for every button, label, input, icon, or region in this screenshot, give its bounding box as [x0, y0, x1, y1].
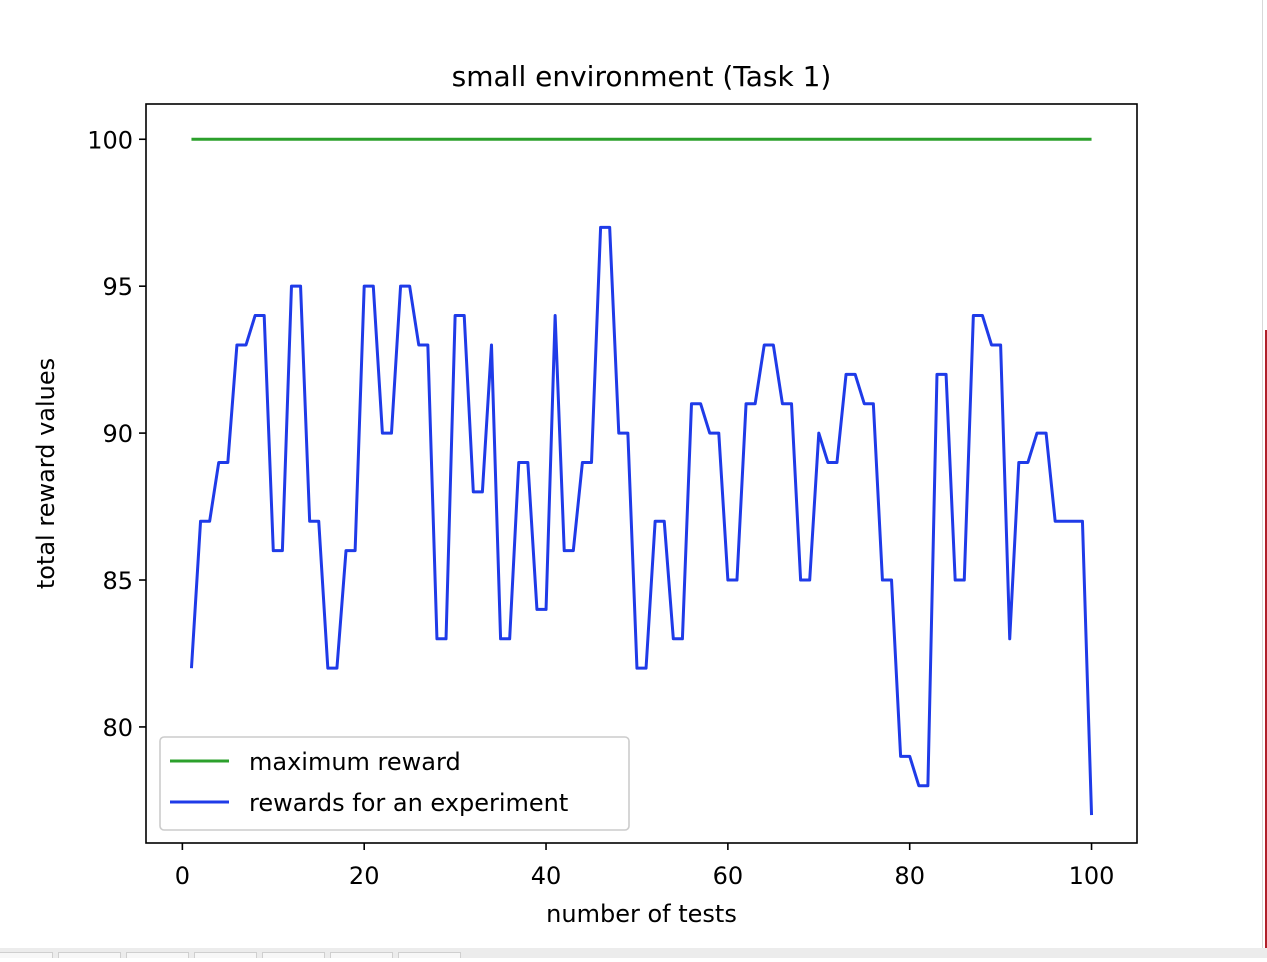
taskbar-tab[interactable]	[194, 952, 257, 958]
plot-frame	[145, 103, 1138, 844]
legend-box	[159, 736, 630, 831]
y-axis-label: total reward values	[32, 358, 60, 589]
legend-label-rewards-for-an-experiment: rewards for an experiment	[249, 789, 568, 817]
taskbar-tab[interactable]	[126, 952, 189, 958]
taskbar-tab[interactable]	[398, 952, 461, 958]
x-tick-label: 20	[349, 862, 380, 890]
legend-label-maximum-reward: maximum reward	[249, 748, 461, 776]
legend: maximum reward rewards for an experiment	[159, 736, 630, 831]
series-layer	[189, 137, 1094, 816]
x-tick-label: 80	[894, 862, 925, 890]
y-tick-label: 95	[102, 273, 133, 301]
chart-title: small environment (Task 1)	[452, 60, 832, 93]
y-tick-label: 100	[87, 126, 133, 154]
x-axis-label: number of tests	[546, 900, 737, 928]
taskbar-strip	[0, 948, 1267, 958]
x-tick-label: 0	[175, 862, 190, 890]
window-edge	[1262, 0, 1263, 948]
taskbar-tab[interactable]	[330, 952, 393, 958]
y-axis: 80 85 90 95 100	[87, 126, 146, 742]
x-axis: 0 20 40 60 80 100	[175, 843, 1115, 890]
x-tick-label: 100	[1069, 862, 1115, 890]
y-tick-label: 85	[102, 567, 133, 595]
x-tick-label: 40	[531, 862, 562, 890]
y-tick-label: 80	[102, 714, 133, 742]
taskbar-tab[interactable]	[58, 952, 121, 958]
x-tick-label: 60	[713, 862, 744, 890]
series-line-rewards-for-an-experiment	[189, 225, 1094, 816]
y-tick-label: 90	[102, 420, 133, 448]
taskbar-tab[interactable]	[0, 952, 53, 958]
plot-area-background	[146, 104, 1137, 843]
taskbar-tab[interactable]	[262, 952, 325, 958]
window-edge-accent	[1265, 330, 1267, 948]
